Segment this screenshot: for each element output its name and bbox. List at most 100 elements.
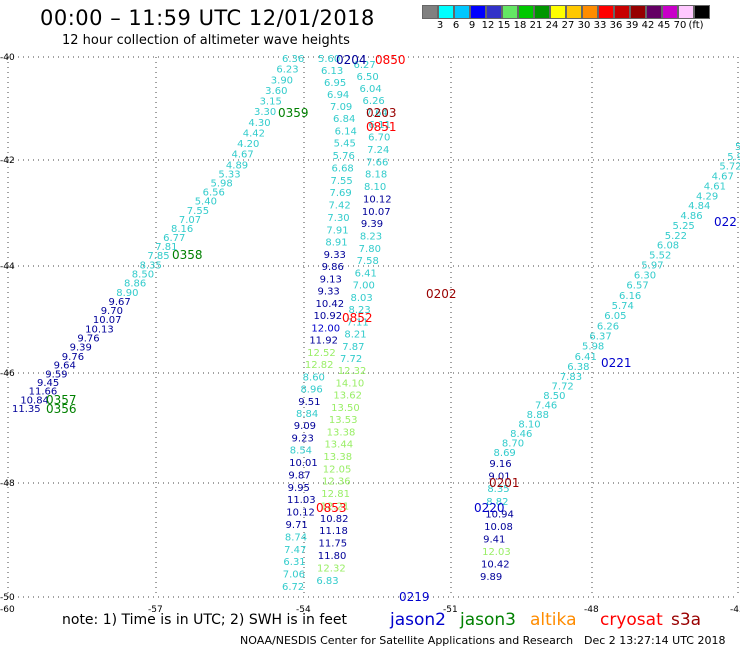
swh-value-label: 5.76 (333, 151, 355, 162)
swh-value-label: 8.16 (171, 224, 193, 235)
swh-value-label: 4.61 (704, 181, 726, 192)
swh-value-label: 7.91 (326, 225, 348, 236)
footer-note-row: note: 1) Time is in UTC; 2) SWH is in fe… (62, 610, 740, 632)
swh-value-label: 5.33 (218, 170, 240, 181)
swh-value-label: 6.16 (619, 291, 641, 302)
satellite-jason3: jason3 (460, 610, 516, 630)
swh-value-label: 5.72 (719, 162, 740, 173)
legend-label: 24 (545, 20, 559, 31)
swh-value-label: 12.21 (321, 501, 350, 512)
swh-value-label: 10.08 (484, 522, 513, 533)
swh-value-label: 4.89 (226, 160, 248, 171)
swh-value-label: 9.45 (37, 378, 59, 389)
swh-value-label: 8.74 (285, 532, 307, 543)
swh-value-label: 8.54 (290, 446, 312, 457)
generation-timestamp: Dec 2 13:27:14 UTC 2018 (584, 634, 726, 647)
track-jason3-b: 5.60 6.27 6.13 6.50 6.95 6.04 6.94 6.26 7.09 7.64… (282, 54, 392, 593)
track-jason3-a: 6.366.233.903.603.153.304.304.424.204.67… (12, 54, 304, 415)
swh-value-label: 9.39 (361, 219, 383, 230)
swh-value-label: 9.76 (62, 352, 84, 363)
pass-time-label: 0853 (316, 501, 347, 515)
swh-value-label: 5.52 (649, 250, 671, 261)
pass-time-label: 0221 (601, 356, 632, 370)
swh-value-label: 6.83 (316, 576, 338, 587)
swh-value-label: 13.38 (323, 452, 352, 463)
swh-value-label: 11.92 (309, 336, 338, 347)
swh-value-label: 7.47 (284, 545, 306, 556)
swh-value-label: 9.89 (480, 572, 502, 583)
pass-time-label: 0852 (342, 311, 373, 325)
swh-value-label: 12.32 (317, 563, 346, 574)
swh-value-label: 7.24 (367, 145, 389, 156)
swh-value-label: 9.71 (286, 520, 308, 531)
swh-value-label: 8.84 (296, 409, 318, 420)
legend-swatch (694, 5, 710, 19)
swh-value-label: 6.77 (163, 233, 185, 244)
swh-value-label: 7.72 (552, 382, 574, 393)
swh-value-label: 9.23 (292, 433, 314, 444)
credit-text: NOAA/NESDIS Center for Satellite Applica… (240, 634, 574, 647)
legend-label: 18 (513, 20, 527, 31)
latitude-label: -50 (0, 593, 15, 603)
swh-value-label: 5.5 (735, 142, 740, 153)
pass-time-label: 0357 (46, 393, 77, 407)
swh-value-label: 12.00 (311, 323, 340, 334)
latitude-label: -44 (0, 262, 15, 272)
swh-value-label: 9.95 (288, 483, 310, 494)
swh-value-label: 7.42 (328, 201, 350, 212)
satellite-cryosat: cryosat (600, 610, 663, 630)
map-title: 00:00 – 11:59 UTC 12/01/2018 (40, 6, 375, 30)
swh-value-label: 9.59 (45, 369, 67, 380)
swh-value-label: 6.31 (283, 557, 305, 568)
swh-value-label: 8.50 (132, 269, 154, 280)
swh-value-label: 9.76 (77, 334, 99, 345)
legend-swatch (662, 5, 678, 19)
swh-value-label: 5.60 (318, 54, 340, 65)
swh-value-label: 5.97 (641, 260, 663, 271)
swh-value-label: 12.52 (307, 348, 336, 359)
swh-value-label: 8.46 (510, 429, 532, 440)
swh-value-label: 6.94 (327, 90, 349, 101)
axis-labels: -40 -42 -44 -46 -48 -50 -60 -57 -54 -51 -48 -45 (0, 53, 740, 615)
legend-label: 3 (436, 20, 444, 31)
legend-label: 30 (577, 20, 591, 31)
swh-value-label: 11.66 (29, 387, 58, 398)
swh-value-label: 6.14 (335, 126, 357, 137)
swh-value-label: 7.11 (346, 317, 368, 328)
swh-value-label: 4.67 (712, 172, 734, 183)
swh-value-label: 6.50 (357, 72, 379, 83)
swh-value-label: 8.70 (502, 438, 524, 449)
swh-value-label: 6.30 (634, 270, 656, 281)
longitude-label: -60 (0, 605, 15, 615)
legend-swatch (614, 5, 630, 19)
pass-time-label: 0358 (172, 248, 203, 262)
longitude-label: -48 (584, 605, 599, 615)
latitude-label: -48 (0, 479, 15, 489)
swh-value-label: 9.41 (483, 534, 505, 545)
swh-value-label: 6.27 (354, 60, 376, 71)
track-jason2-c: 5.55.965.724.674.614.294.844.865.255.226… (480, 142, 740, 583)
swh-value-label: 6.36 (282, 54, 304, 65)
swh-value-label: 8.35 (487, 484, 509, 495)
swh-value-label: 6.84 (333, 114, 355, 125)
swh-value-label: 9.64 (54, 361, 76, 372)
swh-value-label: 4.84 (688, 201, 710, 212)
pass-time-label: 0202 (426, 287, 457, 301)
swh-value-label: 3.60 (265, 86, 287, 97)
legend-label: 70 (673, 20, 687, 31)
legend-label: 36 (609, 20, 623, 31)
swh-value-label: 8.69 (494, 448, 516, 459)
swh-value-label: 10.07 (93, 315, 122, 326)
legend-label: 9 (468, 20, 476, 31)
swh-value-label: 7.09 (330, 102, 352, 113)
swh-value-label: 8.03 (351, 293, 373, 304)
legend-label: 45 (657, 20, 671, 31)
swh-value-label: 6.05 (604, 311, 626, 322)
swh-value-label: 8.50 (543, 391, 565, 402)
pass-time-label: 0201 (489, 476, 520, 490)
swh-value-label: 7.30 (327, 213, 349, 224)
swh-value-label: 11.35 (12, 404, 41, 415)
swh-value-label: 7.58 (357, 256, 379, 267)
pass-time-label: 0204 (336, 53, 367, 67)
